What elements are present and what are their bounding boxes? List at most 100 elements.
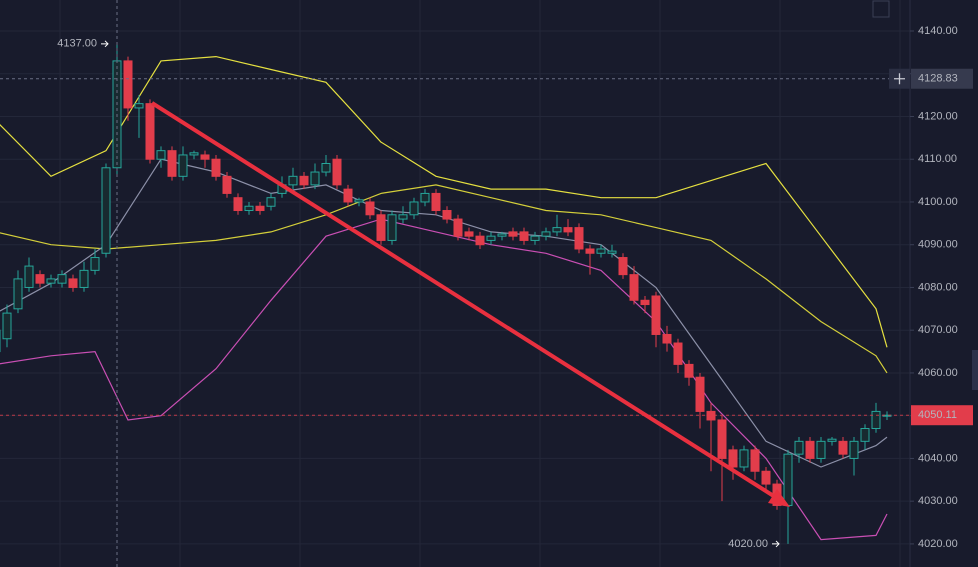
last-price: 4050.11 — [918, 409, 957, 421]
candle-body — [266, 197, 276, 207]
candle-body — [662, 333, 672, 344]
candle-body — [508, 231, 518, 237]
candle-body — [585, 248, 595, 254]
candle-body — [684, 363, 694, 378]
candles — [0, 43, 892, 544]
candle-body — [299, 175, 309, 186]
candle-body — [156, 150, 166, 160]
crosshair-price-box — [911, 68, 973, 89]
candle-body — [827, 438, 837, 442]
candle-body — [783, 453, 793, 506]
candle-body — [695, 376, 705, 412]
candle-body — [167, 150, 177, 177]
trend-arrow — [150, 101, 790, 507]
candle-body — [541, 231, 551, 237]
candle-body — [717, 419, 727, 459]
candle-body — [651, 295, 661, 335]
y-tick-label: 4060.00 — [918, 367, 958, 379]
candle-body — [607, 250, 617, 254]
crosshair-price: 4128.83 — [918, 73, 958, 85]
candle-body — [596, 248, 606, 254]
candle-body — [728, 449, 738, 468]
candle-body — [761, 470, 771, 485]
candle-body — [79, 269, 89, 288]
candle-body — [211, 158, 221, 177]
candle-body — [849, 440, 859, 459]
candle-body — [178, 154, 188, 177]
candle-body — [618, 257, 628, 276]
y-tick-label: 4020.00 — [918, 538, 958, 550]
candle-body — [673, 342, 683, 365]
candle-body — [200, 154, 210, 160]
candle-body — [475, 235, 485, 246]
indicator-line — [0, 158, 888, 468]
candle-body — [552, 227, 562, 233]
indicator-line — [0, 218, 888, 541]
candle-body — [640, 299, 650, 306]
y-tick-label: 4090.00 — [918, 239, 958, 251]
candle-body — [871, 410, 881, 430]
candle-body — [574, 227, 584, 250]
candle-body — [145, 103, 155, 160]
candle-body — [321, 162, 331, 173]
candle-body — [387, 214, 397, 241]
last-price-box — [911, 405, 973, 426]
candle-body — [486, 235, 496, 241]
high-marker-label: 4137.00 — [57, 38, 97, 50]
scroll-handle[interactable] — [972, 350, 978, 390]
candle-body — [123, 60, 133, 109]
candle-body — [409, 201, 419, 216]
candle-body — [134, 103, 144, 109]
candle-body — [860, 428, 870, 442]
candle-body — [530, 235, 540, 241]
candle-body — [13, 278, 23, 310]
candle-body — [189, 152, 199, 156]
indicator-line — [0, 184, 888, 374]
candle-body — [244, 205, 254, 212]
candle-body — [222, 175, 232, 194]
candle-body — [750, 449, 760, 472]
y-tick-label: 4040.00 — [918, 452, 958, 464]
y-tick-label: 4140.00 — [918, 25, 958, 37]
candle-body — [805, 440, 815, 459]
candle-body — [464, 231, 474, 237]
y-tick-label: 4110.00 — [918, 153, 957, 165]
candle-body — [24, 265, 34, 288]
y-tick-label: 4080.00 — [918, 281, 958, 293]
candle-body — [420, 192, 430, 203]
y-tick-label: 4030.00 — [918, 495, 958, 507]
candle-body — [332, 158, 342, 186]
candle-body — [739, 449, 749, 468]
annotations: 4137.00 4020.00 — [0, 0, 910, 567]
low-marker-label: 4020.00 — [728, 538, 768, 550]
candle-body — [288, 175, 298, 186]
candle-body — [255, 205, 265, 212]
candle-body — [442, 210, 452, 220]
y-tick-label: 4120.00 — [918, 110, 958, 122]
candle-body — [2, 312, 12, 340]
candle-body — [519, 231, 529, 241]
candle-body — [376, 214, 386, 241]
candle-body — [838, 440, 848, 455]
candle-body — [310, 171, 320, 186]
price-axis-labels: 4140.004130.004120.004110.004100.004090.… — [910, 25, 973, 550]
candle-body — [57, 274, 67, 284]
low-marker-arrow — [772, 540, 780, 548]
candle-body — [354, 199, 364, 203]
candle-body — [46, 278, 56, 284]
candle-body — [365, 201, 375, 216]
candle-body — [629, 274, 639, 301]
high-marker-arrow — [101, 40, 109, 48]
overlays — [0, 55, 888, 541]
candle-body — [794, 440, 804, 455]
candle-body — [101, 167, 111, 254]
candle-body — [497, 233, 507, 237]
candle-body — [398, 214, 408, 220]
candle-body — [816, 440, 826, 459]
candle-body — [343, 188, 353, 203]
candle-body — [233, 197, 243, 212]
candle-body — [68, 278, 78, 288]
fullscreen-button[interactable] — [872, 0, 890, 18]
